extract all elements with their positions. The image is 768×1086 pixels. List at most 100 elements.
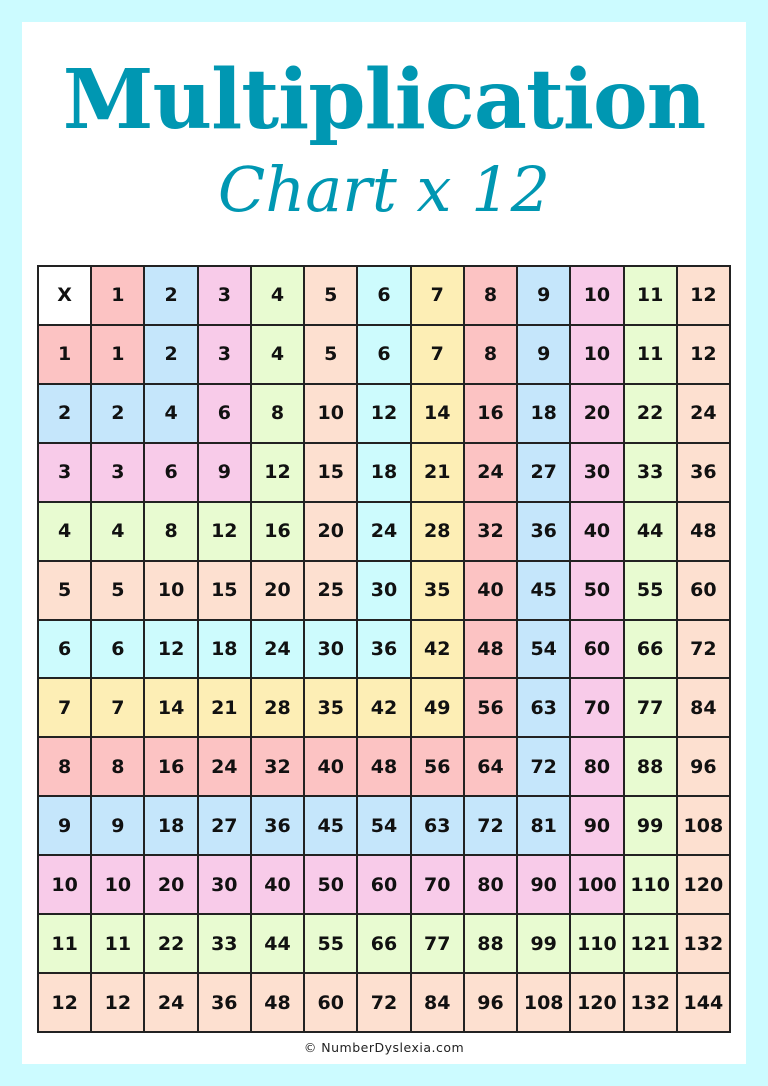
product-cell: 28 <box>410 501 464 561</box>
product-cell: 3 <box>91 442 145 502</box>
product-cell: 132 <box>623 973 677 1032</box>
product-cell: 48 <box>357 737 411 797</box>
product-cell: 4 <box>250 324 305 384</box>
product-cell: 2 <box>144 324 198 384</box>
row-header-cell: 1 <box>38 324 92 384</box>
product-cell: 5 <box>91 560 145 620</box>
product-cell: 42 <box>357 678 411 738</box>
product-cell: 5 <box>304 324 358 384</box>
product-cell: 60 <box>304 973 358 1032</box>
product-cell: 56 <box>463 678 518 738</box>
product-cell: 55 <box>304 914 358 974</box>
page-title: Multiplication <box>62 52 707 148</box>
product-cell: 30 <box>357 560 411 620</box>
product-cell: 16 <box>144 737 198 797</box>
product-cell: 110 <box>570 914 624 974</box>
product-cell: 49 <box>410 678 464 738</box>
product-cell: 7 <box>410 324 464 384</box>
product-cell: 40 <box>463 560 518 620</box>
product-cell: 33 <box>197 914 251 974</box>
product-cell: 27 <box>197 796 251 856</box>
product-cell: 88 <box>623 737 677 797</box>
product-cell: 32 <box>250 737 305 797</box>
product-cell: 81 <box>517 796 571 856</box>
product-cell: 6 <box>197 383 251 443</box>
product-cell: 70 <box>410 855 464 915</box>
product-cell: 84 <box>410 973 464 1032</box>
product-cell: 10 <box>570 324 624 384</box>
row-header-cell: 3 <box>38 442 92 502</box>
product-cell: 24 <box>357 501 411 561</box>
product-cell: 3 <box>197 324 251 384</box>
product-cell: 54 <box>517 619 571 679</box>
header-cell: 1 <box>91 266 145 325</box>
product-cell: 66 <box>623 619 677 679</box>
product-cell: 108 <box>517 973 571 1032</box>
row-header-cell: 11 <box>38 914 92 974</box>
page-subtitle: Chart x 12 <box>217 153 551 226</box>
product-cell: 64 <box>463 737 518 797</box>
product-cell: 80 <box>570 737 624 797</box>
row-header-cell: 10 <box>38 855 92 915</box>
header-cell: 4 <box>250 266 305 325</box>
product-cell: 70 <box>570 678 624 738</box>
product-cell: 100 <box>570 855 624 915</box>
product-cell: 60 <box>357 855 411 915</box>
row-header-cell: 4 <box>38 501 92 561</box>
product-cell: 77 <box>410 914 464 974</box>
product-cell: 18 <box>357 442 411 502</box>
product-cell: 144 <box>676 973 730 1032</box>
product-cell: 50 <box>304 855 358 915</box>
product-cell: 63 <box>410 796 464 856</box>
product-cell: 9 <box>91 796 145 856</box>
product-cell: 36 <box>357 619 411 679</box>
product-cell: 20 <box>144 855 198 915</box>
header-cell: 9 <box>517 266 571 325</box>
product-cell: 22 <box>623 383 677 443</box>
product-cell: 30 <box>197 855 251 915</box>
product-cell: 1 <box>91 324 145 384</box>
product-cell: 12 <box>250 442 305 502</box>
product-cell: 12 <box>676 324 730 384</box>
product-cell: 48 <box>463 619 518 679</box>
product-cell: 6 <box>91 619 145 679</box>
product-cell: 45 <box>517 560 571 620</box>
product-cell: 108 <box>676 796 730 856</box>
product-cell: 18 <box>197 619 251 679</box>
product-cell: 56 <box>410 737 464 797</box>
product-cell: 15 <box>197 560 251 620</box>
product-cell: 99 <box>517 914 571 974</box>
header-cell: 11 <box>623 266 677 325</box>
product-cell: 9 <box>197 442 251 502</box>
product-cell: 36 <box>676 442 730 502</box>
product-cell: 54 <box>357 796 411 856</box>
copyright-footer: © NumberDyslexia.com <box>303 1040 465 1055</box>
header-cell: 12 <box>676 266 730 325</box>
product-cell: 15 <box>304 442 358 502</box>
product-cell: 90 <box>517 855 571 915</box>
product-cell: 12 <box>144 619 198 679</box>
product-cell: 10 <box>304 383 358 443</box>
product-cell: 9 <box>517 324 571 384</box>
product-cell: 44 <box>623 501 677 561</box>
product-cell: 16 <box>250 501 305 561</box>
product-cell: 6 <box>144 442 198 502</box>
product-cell: 99 <box>623 796 677 856</box>
row-header-cell: 8 <box>38 737 92 797</box>
product-cell: 96 <box>463 973 518 1032</box>
product-cell: 20 <box>304 501 358 561</box>
product-cell: 2 <box>91 383 145 443</box>
product-cell: 6 <box>357 324 411 384</box>
product-cell: 55 <box>623 560 677 620</box>
product-cell: 21 <box>197 678 251 738</box>
product-cell: 30 <box>304 619 358 679</box>
product-cell: 28 <box>250 678 305 738</box>
multiplication-table: X 1 2 3 4 5 6 7 8 9 10 11 12 1 1 2 3 4 5 6 7 8 9 10 11 12 2 2 4 6 8 10 1… <box>37 265 731 1033</box>
product-cell: 10 <box>91 855 145 915</box>
product-cell: 33 <box>623 442 677 502</box>
product-cell: 8 <box>463 324 518 384</box>
product-cell: 11 <box>91 914 145 974</box>
product-cell: 8 <box>144 501 198 561</box>
product-cell: 32 <box>463 501 518 561</box>
header-cell: 10 <box>570 266 624 325</box>
